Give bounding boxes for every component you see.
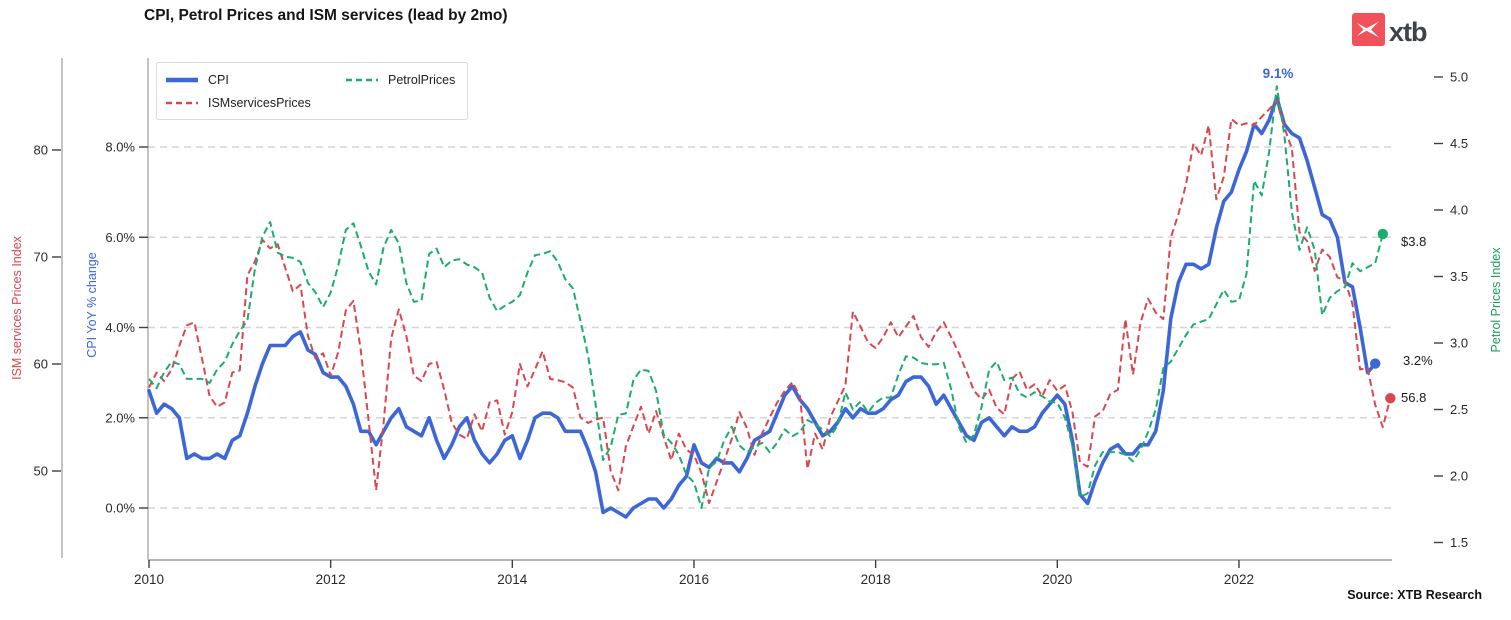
cpi-legend-line-sample [166, 77, 198, 83]
tick-label: 2020 [1042, 572, 1072, 587]
tick-label: 3.0 [1450, 336, 1468, 351]
legend-label: PetrolPrices [388, 73, 456, 87]
tick-label: 2012 [316, 572, 346, 587]
tick-label: 0.0% [105, 501, 135, 516]
tick-label: 4.5 [1450, 136, 1468, 151]
tick-label: 3.5 [1450, 269, 1468, 284]
legend-item-petrolprices: PetrolPrices [345, 70, 457, 90]
xtb-logo-text: xtb [1389, 16, 1427, 47]
annotation-petrol-end: $3.8 [1401, 234, 1427, 249]
tick-label: 4.0 [1450, 203, 1468, 218]
source-note: Source: XTB Research [1347, 588, 1482, 602]
legend-label: ISMservicesPrices [208, 96, 311, 110]
tick-label: 60 [34, 357, 48, 372]
tick-label: 2016 [679, 572, 709, 587]
tick-label: 70 [34, 250, 48, 265]
cpi-end-dot [1370, 358, 1381, 369]
annotation-cpi-peak: 9.1% [1262, 66, 1294, 81]
tick-label: 80 [34, 143, 48, 158]
tick-label: 8.0% [105, 140, 135, 155]
tick-label: 4.0% [105, 320, 135, 335]
annotation-ism-end: 56.8 [1401, 390, 1427, 405]
petrol-legend-line-sample [346, 78, 378, 82]
tick-label: 2014 [497, 572, 528, 587]
legend-item-ismservicesprices: ISMservicesPrices [165, 93, 345, 113]
page-title: CPI, Petrol Prices and ISM services (lea… [144, 7, 508, 24]
ism-legend-line-sample [166, 101, 198, 105]
xtb-logo: xtb [1352, 13, 1427, 51]
tick-label: 2.0% [105, 410, 135, 425]
tick-label: 1.5 [1450, 535, 1468, 550]
ism-axis-title: ISM services Prices Index [10, 236, 24, 380]
petrolprices-line [148, 85, 1384, 509]
tick-label: 50 [34, 464, 48, 479]
cpi-axis-title: CPI YoY % change [85, 252, 99, 358]
chart-legend: CPI PetrolPrices ISMservicesPrices [156, 62, 468, 120]
legend-label: CPI [208, 73, 229, 87]
tick-label: 2022 [1224, 572, 1254, 587]
legend-item-cpi: CPI [165, 70, 345, 90]
tick-label: 2018 [861, 572, 891, 587]
annotation-cpi-end: 3.2% [1403, 353, 1433, 368]
petrolprices-end-dot [1377, 228, 1388, 240]
ismservicesprices-line [148, 99, 1392, 505]
tick-label: 2.0 [1450, 469, 1468, 484]
tick-label: 2010 [134, 572, 164, 587]
tick-label: 2.5 [1450, 402, 1468, 417]
petrol-axis-title: Petrol Prices Index [1489, 247, 1503, 353]
tick-label: 6.0% [105, 230, 135, 245]
ismservicesprices-end-dot [1385, 393, 1396, 404]
tick-label: 5.0 [1450, 70, 1468, 85]
xtb-x-icon [1352, 13, 1385, 51]
